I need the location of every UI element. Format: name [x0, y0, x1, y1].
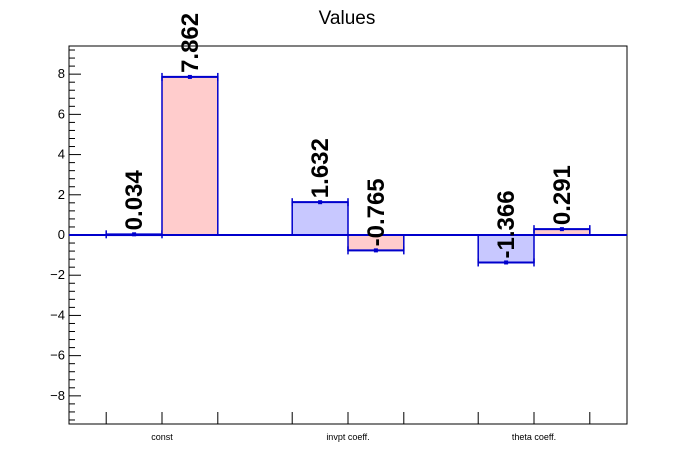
y-tick-label: 8 [58, 66, 65, 81]
x-category-label: const [151, 432, 173, 442]
data-label: 1.632 [307, 138, 334, 198]
bar-value-marker [187, 74, 192, 79]
y-tick-label: 0 [58, 227, 65, 242]
data-label: 0.291 [549, 165, 576, 225]
x-category-label: invpt coeff. [326, 432, 369, 442]
bar-value-marker [373, 248, 378, 253]
data-label: 0.034 [121, 170, 148, 231]
x-category-label: theta coeff. [512, 432, 556, 442]
data-labels-group: 0.034 1.632 -1.366 7.862 -0.765 0.291 [121, 13, 576, 259]
data-label: 7.862 [177, 13, 204, 73]
plot-axes: −8 −6 −4 −2 0 2 4 6 8 const invpt coeff. theta coef… [50, 45, 628, 442]
y-tick-label: −8 [50, 388, 65, 403]
bar-value-marker [318, 200, 323, 205]
bar-value-marker [504, 260, 509, 265]
y-tick-label: −6 [50, 348, 65, 363]
y-tick-label: −2 [50, 267, 65, 282]
y-tick-label: 6 [58, 106, 65, 121]
chart-title: Values [319, 8, 376, 29]
bar-value-marker [559, 227, 564, 232]
y-tick-label: 4 [58, 147, 65, 162]
bars-group [69, 72, 627, 267]
bar [161, 76, 219, 236]
bar [477, 234, 535, 264]
y-tick-label: 2 [58, 187, 65, 202]
data-label: -0.765 [363, 178, 390, 246]
data-label: -1.366 [493, 190, 520, 258]
bar [291, 201, 349, 236]
y-tick-label: −4 [50, 307, 65, 322]
